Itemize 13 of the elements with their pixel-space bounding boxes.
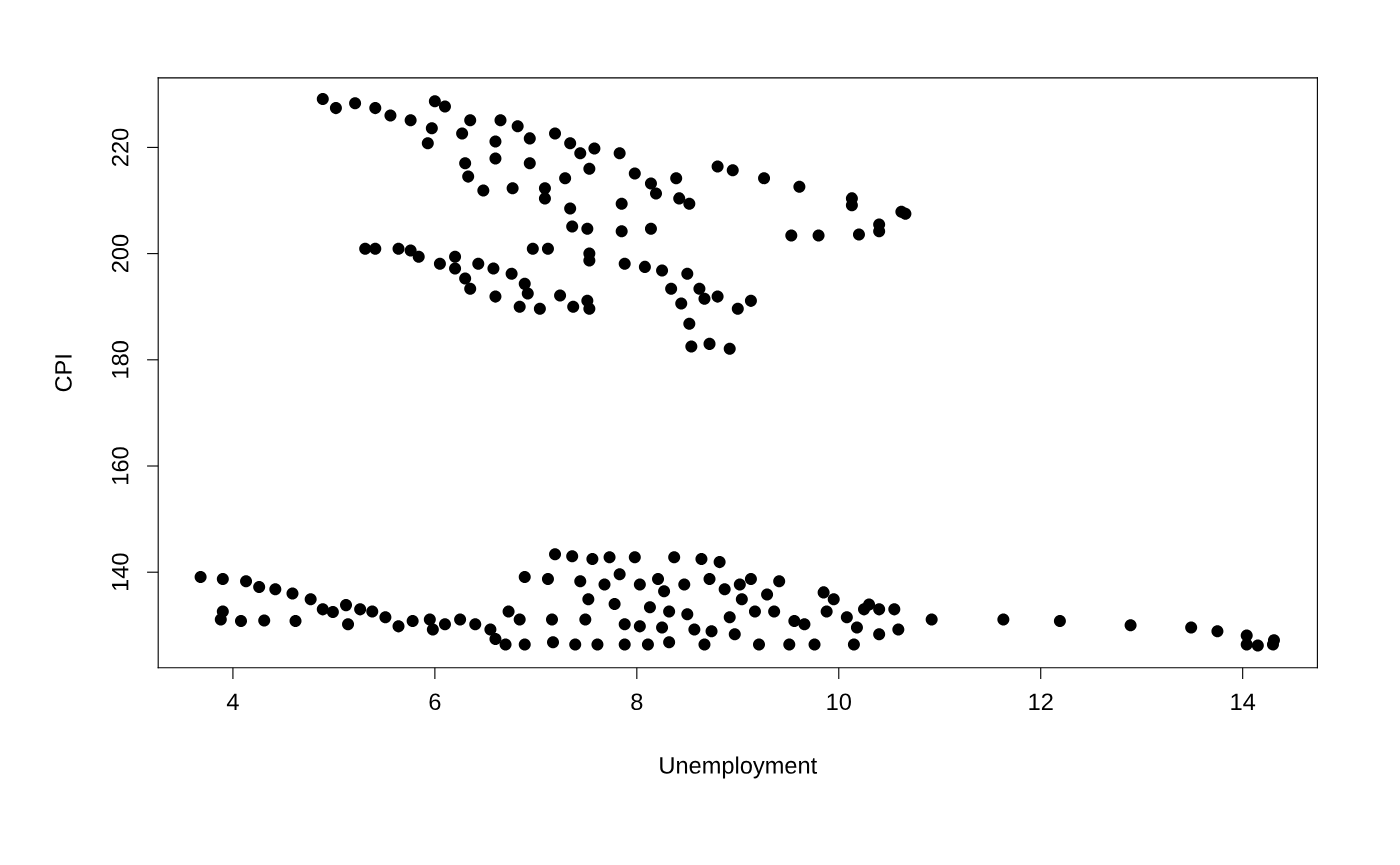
y-tick-label: 220 xyxy=(111,128,129,166)
y-axis-title: CPI xyxy=(55,355,72,392)
x-tick-label: 4 xyxy=(226,693,239,710)
x-tick-label: 10 xyxy=(827,693,851,711)
x-tick-label: 6 xyxy=(429,693,441,711)
x-tick-label: 14 xyxy=(1231,693,1256,710)
x-tick-label: 8 xyxy=(631,693,643,711)
y-tick-label: 140 xyxy=(111,553,129,591)
y-tick-label: 200 xyxy=(111,234,129,273)
y-tick-label: 180 xyxy=(111,341,129,378)
x-axis-title: Unemployment xyxy=(660,756,818,779)
x-tick-label: 12 xyxy=(1029,693,1053,710)
y-tick-label: 160 xyxy=(111,447,129,484)
